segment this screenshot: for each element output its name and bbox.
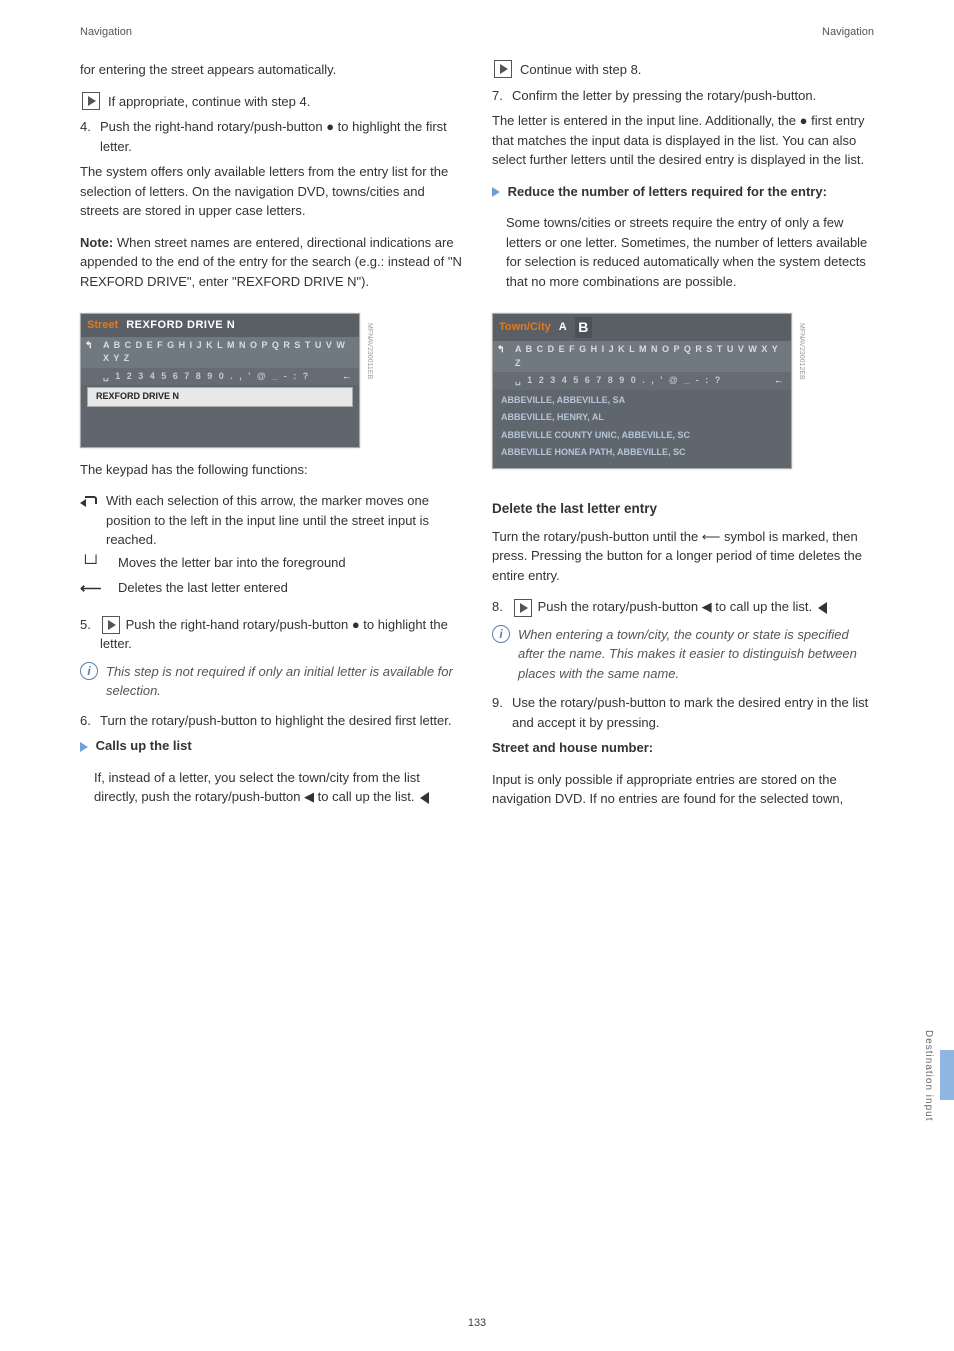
delete-icon: ⟵ [80, 578, 106, 601]
note-body: When street names are entered, direction… [80, 235, 462, 289]
screen-delete-icon[interactable]: ← [342, 370, 353, 384]
page-number: 133 [468, 1315, 486, 1332]
step9-text: Use the rotary/push-button to mark the d… [512, 693, 874, 732]
step-number-9: 9. [492, 693, 506, 732]
chevron-left-icon-2 [818, 602, 827, 614]
header-right: Navigation [822, 24, 874, 41]
step-number-4: 4. [80, 117, 94, 156]
street-house-title: Street and house number: [492, 740, 653, 755]
step8-text: Push the rotary/push-button ◀ to call up… [538, 599, 812, 614]
list-item[interactable]: ABBEVILLE COUNTY UNIC, ABBEVILLE, SC [493, 427, 791, 445]
step-bullet-icon [82, 92, 100, 110]
step-number-8: 8. [492, 597, 506, 617]
back-arrow-icon [80, 496, 96, 508]
screen-list-item[interactable]: REXFORD DRIVE N [87, 387, 353, 407]
left-column: for entering the street appears automati… [80, 60, 462, 821]
list-item[interactable]: ABBEVILLE HONEA PATH, ABBEVILLE, SC [493, 444, 791, 462]
note-label: Note: [80, 235, 113, 250]
letter-selection-para: The system offers only available letters… [80, 162, 462, 221]
para-input-line: The letter is entered in the input line.… [492, 113, 865, 167]
play-icon-2 [514, 599, 532, 617]
side-label: Destination input [921, 1030, 936, 1122]
step-number-7: 7. [492, 86, 506, 106]
right-column: Continue with step 8. 7. Confirm the let… [492, 60, 874, 821]
num-row-2[interactable]: ␣ 1 2 3 4 5 6 7 8 9 0 . , ' @ _ - : ? [515, 375, 722, 385]
indent-continue: If appropriate, continue with step 4. [108, 92, 310, 112]
screen2-field-label: Town/City [499, 319, 551, 336]
screen-value: REXFORD DRIVE N [126, 317, 235, 334]
step-bullet-icon-2 [494, 60, 512, 78]
continue-8: Continue with step 8. [520, 60, 641, 80]
header-left: Navigation [80, 24, 132, 41]
keypad-functions-intro: The keypad has the following functions: [80, 460, 462, 480]
calls-list-title: Calls up the list [96, 738, 192, 753]
alpha-row[interactable]: A B C D E F G H I J K L M N O P Q R S T … [103, 340, 346, 364]
screen-caption: MFNAV230011EB [364, 323, 375, 379]
list-item[interactable]: ABBEVILLE, HENRY, AL [493, 409, 791, 427]
delete-last-body: Turn the rotary/push-button until the ⟵ … [492, 527, 874, 586]
screen2-typed: A [559, 319, 567, 336]
nav-screen-town: Town/City A B ↰ A B C D E F G H I J K L … [492, 313, 792, 469]
fn3-text: Deletes the last letter entered [118, 578, 288, 601]
step5-text: Push the right-hand rotary/push-button ●… [100, 617, 448, 652]
screen2-cursor: B [575, 317, 592, 338]
info-icon: i [80, 662, 98, 680]
screen2-back-icon[interactable]: ↰ [497, 343, 506, 357]
play-icon [102, 616, 120, 634]
fn1-text: With each selection of this arrow, the m… [106, 491, 462, 550]
fn2-text: Moves the letter bar into the foreground [118, 553, 346, 576]
reduce-body: Some towns/cities or streets require the… [506, 213, 874, 291]
reduce-title: Reduce the number of letters required fo… [508, 184, 827, 199]
step6-text: Turn the rotary/push-button to highlight… [100, 711, 451, 731]
screen2-delete-icon[interactable]: ← [774, 374, 785, 388]
step7-text: Confirm the letter by pressing the rotar… [512, 86, 816, 106]
street-house-body: Input is only possible if appropriate en… [492, 770, 874, 809]
chevron-left-icon [420, 792, 429, 804]
foreground-icon: └┘ [80, 553, 106, 576]
nav-screen-street: Street REXFORD DRIVE N ↰ A B C D E F G H… [80, 313, 360, 448]
function-table: With each selection of this arrow, the m… [80, 491, 462, 601]
screen-field-label: Street [87, 317, 118, 334]
alpha-row-2[interactable]: A B C D E F G H I J K L M N O P Q R S T … [515, 344, 779, 368]
screen2-caption: MFNAV230012EB [796, 323, 807, 380]
intro-para: for entering the street appears automati… [80, 60, 462, 80]
step-number-6: 6. [80, 711, 94, 731]
side-tab [940, 1050, 954, 1100]
delete-last-title: Delete the last letter entry [492, 499, 874, 519]
calls-list-body: If, instead of a letter, you select the … [94, 770, 420, 805]
info-text-2: When entering a town/city, the county or… [518, 625, 874, 684]
list-item[interactable]: ABBEVILLE, ABBEVILLE, SA [493, 392, 791, 410]
step4-text: Push the right-hand rotary/push-button ●… [100, 117, 462, 156]
info-text-1: This step is not required if only an ini… [106, 662, 462, 701]
chevron-right-icon [80, 742, 88, 752]
screen-back-icon[interactable]: ↰ [85, 339, 94, 353]
chevron-right-icon-2 [492, 187, 500, 197]
num-row[interactable]: ␣ 1 2 3 4 5 6 7 8 9 0 . , ' @ _ - : ? [103, 371, 310, 381]
info-icon-2: i [492, 625, 510, 643]
step-number-5: 5. [80, 615, 94, 654]
